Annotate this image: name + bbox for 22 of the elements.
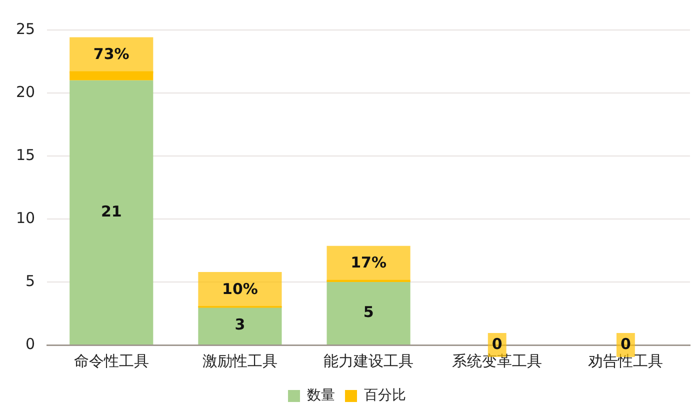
x-tick-label: 系统变革工具 (452, 352, 542, 370)
legend-label: 百分比 (364, 388, 406, 404)
data-label: 10% (222, 280, 258, 298)
data-label: 21 (100, 202, 122, 220)
y-tick-label: 15 (16, 146, 36, 164)
x-tick-label: 能力建设工具 (324, 352, 414, 370)
legend-label: 数量 (307, 388, 335, 404)
x-tick-label: 激励性工具 (202, 352, 278, 370)
x-tick-label: 劝告性工具 (588, 352, 664, 370)
data-label: 3 (234, 316, 246, 334)
data-label: 73% (93, 45, 130, 64)
data-label: 0 (620, 334, 631, 353)
y-tick-label: 10 (16, 208, 36, 227)
y-tick-label: 25 (16, 20, 36, 38)
data-label: 17% (350, 254, 386, 272)
bar (70, 80, 154, 344)
y-tick-label: 5 (26, 272, 36, 290)
y-tick-label: 20 (16, 82, 36, 101)
data-label: 0 (492, 334, 502, 353)
y-tick-label: 0 (26, 334, 36, 353)
x-tick-label: 命令性工具 (74, 352, 149, 370)
data-label: 5 (363, 303, 374, 322)
